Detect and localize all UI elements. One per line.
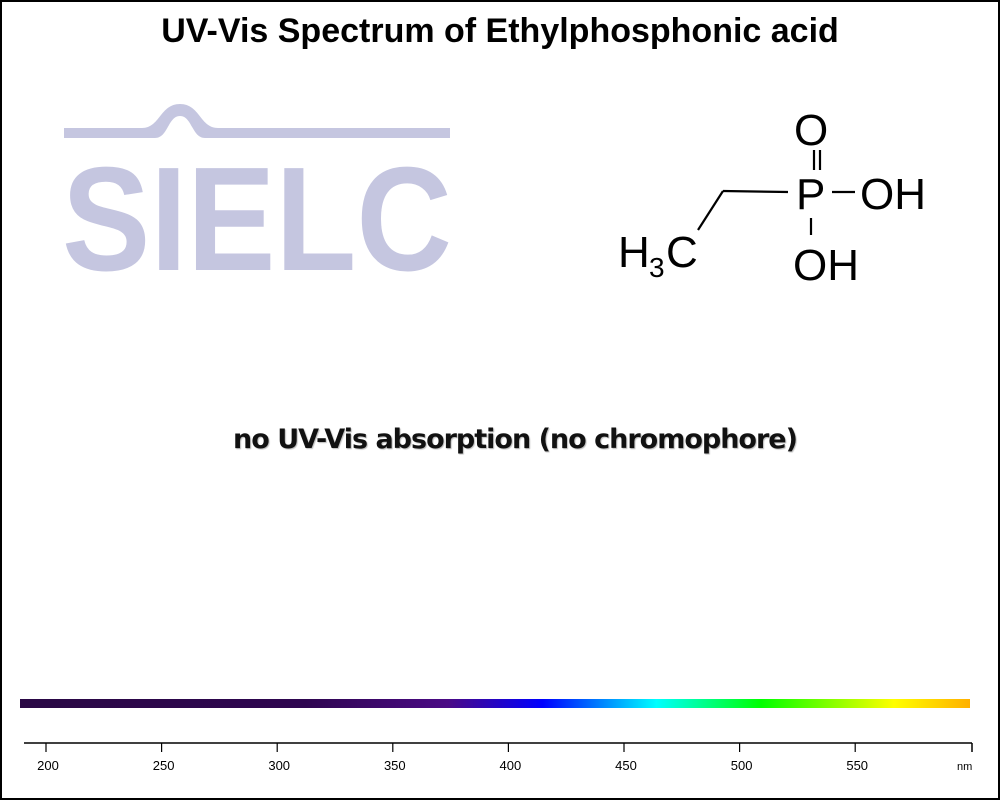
x-tick-label-300: 300 bbox=[268, 758, 290, 773]
x-tick-label-450: 450 bbox=[615, 758, 637, 773]
x-tick-label-400: 400 bbox=[500, 758, 522, 773]
phosphorus-label: P bbox=[796, 170, 825, 219]
sielc-logo: SIELC bbox=[62, 104, 452, 302]
hydroxyl-label-1: OH bbox=[860, 170, 926, 219]
hydroxyl-label-2: OH bbox=[793, 241, 859, 290]
ch3-label-c: C bbox=[666, 228, 698, 277]
ch3-label-sub: 3 bbox=[649, 252, 665, 283]
molecule-structure bbox=[697, 150, 855, 235]
x-axis-unit: nm bbox=[957, 761, 972, 773]
x-tick-label-250: 250 bbox=[153, 758, 175, 773]
chart-title: UV-Vis Spectrum of Ethylphosphonic acid bbox=[161, 12, 839, 50]
oxygen-label: O bbox=[794, 106, 828, 155]
ch3-label-h: H bbox=[618, 228, 650, 277]
x-tick-label-200: 200 bbox=[37, 758, 59, 773]
x-tick-label-350: 350 bbox=[384, 758, 406, 773]
spectrum-color-bar bbox=[20, 699, 970, 708]
x-tick-label-500: 500 bbox=[731, 758, 753, 773]
no-absorption-note: no UV-Vis absorption (no chromophore) bbox=[233, 424, 798, 455]
x-tick-label-550: 550 bbox=[846, 758, 868, 773]
svg-text:SIELC: SIELC bbox=[62, 137, 452, 302]
